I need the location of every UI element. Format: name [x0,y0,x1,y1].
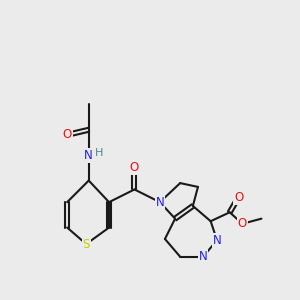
Text: N: N [84,149,93,162]
Text: O: O [130,161,139,174]
Text: N: N [213,234,221,247]
Text: H: H [94,148,103,158]
Text: O: O [62,128,72,141]
Text: N: N [155,196,164,209]
Text: S: S [82,238,90,250]
Text: O: O [234,190,243,204]
Text: N: N [199,250,207,263]
Text: O: O [238,217,247,230]
